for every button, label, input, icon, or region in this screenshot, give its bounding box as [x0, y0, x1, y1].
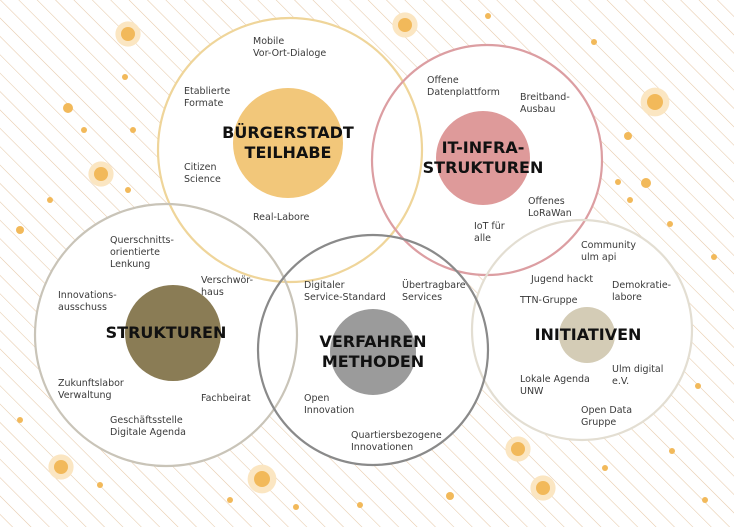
it-disc — [436, 111, 530, 205]
it-title: IT-INFRA- STRUKTUREN — [422, 138, 544, 177]
decorative-dot — [627, 197, 633, 203]
decorative-dot — [485, 13, 491, 19]
decorative-dot — [641, 178, 651, 188]
decorative-dot — [446, 492, 454, 500]
decorative-dots — [16, 12, 717, 510]
item-iot-fuer-alle: IoT für alle — [474, 221, 505, 244]
item-real-labore: Real-Labore — [253, 212, 310, 223]
verfahren-ring — [256, 233, 490, 467]
decorative-dot — [293, 504, 299, 510]
item-innovationsausschuss: Innovations- ausschuss — [58, 290, 117, 313]
decorative-dot — [16, 226, 24, 234]
decorative-dot — [695, 383, 701, 389]
item-ttn-gruppe: TTN-Gruppe — [520, 295, 578, 306]
decorative-dot — [54, 460, 68, 474]
decorative-dot — [17, 417, 23, 423]
decorative-dot — [511, 442, 525, 456]
item-ulm-digital-ev: Ulm digital e.V. — [612, 364, 664, 387]
decorative-dot — [398, 18, 412, 32]
decorative-dot — [536, 481, 550, 495]
item-demokratielabore: Demokratie- labore — [612, 280, 672, 303]
verfahren-title: VERFAHREN METHODEN — [319, 332, 427, 371]
item-open-innovation: Open Innovation — [304, 393, 355, 416]
strukturen-disc — [125, 285, 221, 381]
item-community-ulm-api: Community ulm api — [581, 240, 636, 263]
decorative-dot — [227, 497, 233, 503]
verfahren-disc — [330, 309, 416, 395]
item-quartiersbezogene-innovationen: Quartiersbezogene Innovationen — [351, 430, 442, 453]
decorative-dot — [47, 197, 53, 203]
item-breitband-ausbau: Breitband- Ausbau — [520, 92, 570, 115]
decorative-dot — [624, 132, 632, 140]
item-offene-datenplattform: Offene Datenplattform — [427, 75, 500, 98]
item-uebertragbare-services: Übertragbare Services — [402, 280, 466, 303]
decorative-dot — [667, 221, 673, 227]
decorative-dot — [121, 27, 135, 41]
item-jugend-hackt: Jugend hackt — [531, 274, 594, 285]
buergerstadt-disc — [233, 88, 343, 198]
item-fachbeirat: Fachbeirat — [201, 393, 251, 404]
item-querschnittsorientierte-lenkung: Querschnitts- orientierte Lenkung — [110, 235, 174, 270]
decorative-dot — [125, 187, 131, 193]
decorative-dot — [254, 471, 270, 487]
decorative-dot — [63, 103, 73, 113]
item-verschwoerhaus: Verschwör- haus — [201, 275, 254, 298]
decorative-dot — [130, 127, 136, 133]
initiativen-title: INITIATIVEN — [534, 325, 642, 344]
item-digitaler-service-standard: Digitaler Service-Standard — [304, 280, 386, 303]
decorative-dot — [669, 448, 675, 454]
strukturen-ring — [33, 202, 299, 468]
decorative-dot — [97, 482, 103, 488]
decorative-dot — [602, 465, 608, 471]
decorative-dot — [591, 39, 597, 45]
buergerstadt-ring — [156, 16, 424, 284]
item-zukunftslabor-verwaltung: Zukunftslabor Verwaltung — [58, 378, 124, 401]
item-etablierte-formate: Etablierte Formate — [184, 86, 231, 109]
initiativen-disc — [559, 307, 615, 363]
decorative-dot — [357, 502, 363, 508]
buergerstadt-title: BÜRGERSTADT TEILHABE — [222, 123, 354, 162]
decorative-dot — [702, 497, 708, 503]
item-lokale-agenda-unw: Lokale Agenda UNW — [520, 374, 590, 397]
strukturen-title: STRUKTUREN — [105, 323, 227, 342]
decorative-dot — [615, 179, 621, 185]
decorative-dot — [94, 167, 108, 181]
item-open-data-gruppe: Open Data Gruppe — [581, 405, 633, 428]
item-citizen-science: Citizen Science — [184, 162, 221, 185]
item-mobile-vor-ort-dialoge: Mobile Vor-Ort-Dialoge — [253, 36, 327, 59]
decorative-dot — [81, 127, 87, 133]
decorative-dot — [711, 254, 717, 260]
decorative-dot — [122, 74, 128, 80]
item-geschaeftsstelle-digitale-agenda: Geschäftsstelle Digitale Agenda — [110, 415, 186, 438]
decorative-dot — [647, 94, 663, 110]
initiativen-ring — [470, 218, 694, 442]
item-offenes-lorawan: Offenes LoRaWan — [528, 196, 572, 219]
